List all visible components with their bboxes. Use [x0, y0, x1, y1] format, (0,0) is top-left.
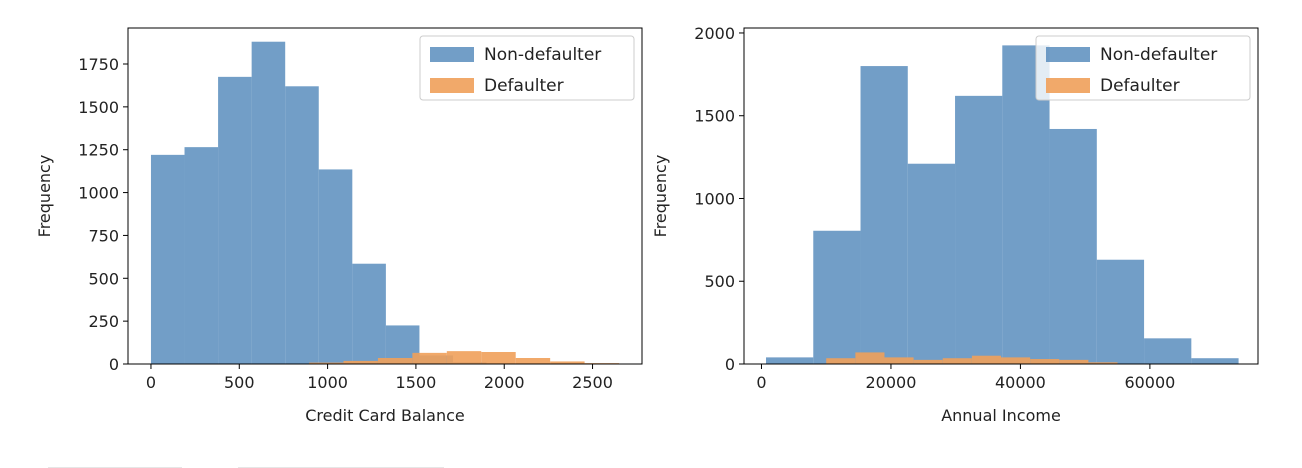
x-tick-label: 2000: [484, 373, 525, 392]
x-tick-label: 1500: [396, 373, 437, 392]
y-tick-label: 1500: [694, 107, 735, 126]
y-tick-label: 1000: [78, 184, 119, 203]
histogram-bar: [218, 76, 252, 365]
histogram-bar: [1049, 128, 1097, 364]
x-tick-label: 40000: [995, 373, 1046, 392]
histogram-bar: [907, 163, 956, 364]
legend-swatch: [430, 47, 474, 62]
histogram-bar: [942, 358, 972, 364]
histogram-bar: [285, 86, 319, 364]
axes-frame: [743, 27, 1259, 365]
y-tick-label: 2000: [694, 24, 735, 43]
histogram-bar: [184, 147, 219, 364]
histogram-bar: [826, 358, 856, 364]
y-axis-label: Frequency: [35, 155, 54, 238]
y-tick-label: 750: [88, 226, 119, 245]
histogram-bar: [1059, 359, 1089, 364]
y-tick-label: 1750: [78, 55, 119, 74]
histogram-bar: [446, 351, 482, 364]
legend-label: Non-defaulter: [484, 45, 601, 65]
histogram-bar: [343, 360, 378, 364]
x-tick-label: 20000: [865, 373, 916, 392]
histogram-bar: [971, 355, 1001, 364]
histogram-bar: [884, 357, 914, 364]
histogram-bar: [377, 358, 413, 364]
x-tick-label: 500: [224, 373, 255, 392]
y-axis-label: Frequency: [651, 155, 670, 238]
histogram-bar: [955, 95, 1003, 365]
histogram-bar: [550, 361, 585, 364]
x-tick-label: 2500: [572, 373, 613, 392]
legend-swatch: [1046, 47, 1090, 62]
histogram-bar: [150, 154, 185, 364]
x-axis-label: Credit Card Balance: [305, 406, 465, 425]
histogram-bar: [1096, 259, 1145, 364]
annual-income-histogram: 0 20000 40000 60000 0 500 1000 1500 2000 Annual I…: [651, 24, 1259, 425]
histogram-bar: [813, 230, 861, 364]
y-tick-label: 500: [88, 269, 119, 288]
x-tick-label: 0: [146, 373, 156, 392]
y-tick-label: 250: [88, 312, 119, 331]
histogram-bar: [1144, 338, 1192, 364]
y-tick-label: 500: [704, 272, 735, 291]
histogram-bar: [766, 357, 814, 364]
y-tick-label: 0: [725, 355, 735, 374]
x-tick-label: 60000: [1124, 373, 1175, 392]
x-tick-label: 0: [756, 373, 766, 392]
histogram-bar: [515, 358, 551, 364]
histogram-bar: [251, 41, 286, 365]
y-tick-label: 1500: [78, 98, 119, 117]
y-tick-label: 1250: [78, 141, 119, 160]
legend: Non-defaulter Defaulter: [1035, 35, 1251, 101]
histogram-bar: [855, 352, 885, 364]
series-defaulter: [826, 352, 1118, 364]
histogram-bar: [1088, 362, 1118, 364]
legend-label: Non-defaulter: [1100, 45, 1217, 65]
y-tick-label: 0: [109, 355, 119, 374]
histogram-bar: [412, 352, 447, 364]
legend-swatch: [430, 78, 474, 93]
y-tick-label: 1000: [694, 189, 735, 208]
axes-frame: [127, 27, 643, 365]
legend: Non-defaulter Defaulter: [419, 35, 635, 101]
histogram-bar: [309, 362, 344, 364]
histogram-bar: [860, 66, 908, 364]
histogram-bar: [1030, 359, 1060, 364]
legend-label: Defaulter: [1100, 76, 1180, 96]
histogram-bar: [318, 169, 353, 364]
histogram-bar: [352, 263, 386, 364]
series-non-defaulter: [150, 41, 487, 365]
x-tick-label: 1000: [307, 373, 348, 392]
histogram-bar: [1191, 358, 1239, 364]
credit-card-balance-histogram: 0 500 1000 1500 2000 2500 0 250 500 750 1000 1250 15…: [35, 27, 643, 425]
histogram-bar: [481, 352, 516, 364]
legend-label: Defaulter: [484, 76, 564, 96]
x-axis-label: Annual Income: [941, 406, 1061, 425]
series-non-defaulter: [766, 45, 1239, 365]
legend-swatch: [1046, 78, 1090, 93]
histogram-bar: [1001, 357, 1031, 364]
histogram-bar: [913, 359, 943, 364]
